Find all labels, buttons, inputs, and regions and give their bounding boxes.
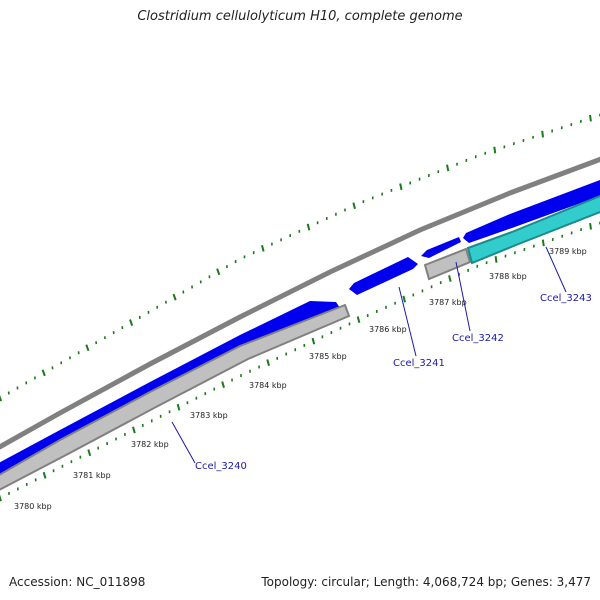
ring-tick	[589, 114, 592, 122]
inner-dot-ring	[0, 221, 600, 502]
ring-tick	[42, 471, 47, 479]
ring-tick	[176, 403, 181, 411]
ring-tick	[0, 395, 3, 402]
ring-tick	[85, 344, 90, 352]
tick-label: 3780 kbp	[14, 502, 52, 511]
tick-label: 3787 kbp	[429, 298, 467, 307]
ring-tick	[306, 223, 311, 231]
ring-tick	[446, 164, 450, 172]
ring-tick	[399, 183, 403, 191]
ring-tick	[132, 426, 136, 434]
ring-tick	[494, 256, 498, 263]
ring-tick	[0, 494, 2, 502]
leader-ccel-3241	[398, 286, 417, 357]
outer-dot-ring	[0, 113, 600, 402]
tick-label: 3786 kbp	[369, 325, 407, 334]
gene-leaders	[171, 246, 567, 464]
ring-tick	[221, 381, 225, 388]
ring-tick	[402, 295, 406, 303]
backbone	[0, 156, 600, 450]
leader-ccel-3240	[171, 421, 196, 464]
gene-reverse-a	[0, 303, 351, 491]
tick-labels: 3780 kbp 3781 kbp 3782 kbp 3783 kbp 3784…	[14, 247, 587, 511]
ring-tick	[311, 337, 316, 345]
ring-tick	[541, 130, 544, 138]
gene-reverse-cyan	[466, 194, 600, 265]
ring-tick	[87, 449, 92, 457]
gene-forward-d	[463, 180, 600, 243]
gene-forward-b	[349, 257, 418, 295]
reverse-strand	[0, 194, 600, 491]
gene-reverse-b	[423, 247, 472, 281]
leader-ccel-3242	[455, 261, 471, 332]
gene-forward-c	[421, 237, 461, 258]
gene-label-ccel-3240: Ccel_3240	[195, 461, 247, 472]
tick-label: 3782 kbp	[131, 440, 169, 449]
tick-label: 3781 kbp	[73, 471, 111, 480]
ring-tick	[589, 222, 592, 230]
backbone-line	[0, 156, 600, 450]
ring-tick	[172, 293, 177, 301]
tick-label: 3785 kbp	[309, 352, 347, 361]
leader-ccel-3243	[545, 246, 567, 293]
ring-tick	[541, 239, 545, 247]
ring-tick	[216, 268, 221, 276]
ring-tick	[352, 202, 356, 210]
accession-text: Accession: NC_011898	[9, 575, 146, 589]
gene-label-ccel-3242: Ccel_3242	[452, 333, 504, 344]
tick-label: 3783 kbp	[190, 411, 228, 420]
tick-label: 3784 kbp	[249, 381, 287, 390]
ring-tick	[493, 146, 497, 154]
ring-tick	[261, 244, 265, 252]
tick-label: 3789 kbp	[549, 247, 587, 256]
ring-tick	[266, 359, 270, 367]
ring-tick	[41, 369, 46, 377]
ring-tick	[129, 319, 134, 326]
gene-labels: Ccel_3240 Ccel_3241 Ccel_3242 Ccel_3243	[195, 293, 592, 472]
map-title: Clostridium cellulolyticum H10, complete…	[137, 9, 463, 24]
tick-label: 3788 kbp	[489, 272, 527, 281]
genome-summary-text: Topology: circular; Length: 4,068,724 bp…	[261, 575, 591, 589]
ring-tick	[356, 316, 361, 324]
ring-tick	[448, 275, 452, 282]
gene-label-ccel-3241: Ccel_3241	[393, 358, 445, 369]
gene-label-ccel-3243: Ccel_3243	[540, 293, 592, 304]
